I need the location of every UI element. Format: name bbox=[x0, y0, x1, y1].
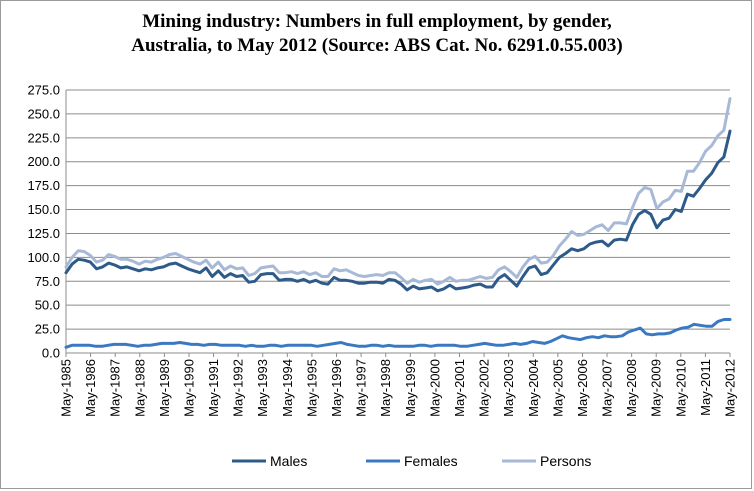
chart-title: Mining industry: Numbers in full employm… bbox=[0, 10, 754, 58]
x-tick-label: May-1987 bbox=[108, 359, 123, 417]
y-tick-label: 25.0 bbox=[35, 322, 60, 337]
y-axis-ticks: 0.0 25.0 50.0 75.0 100.0 125.0 150.0 175.0 200.0… bbox=[27, 83, 60, 361]
x-tick-label: May-1997 bbox=[354, 359, 369, 417]
y-tick-label: 175.0 bbox=[27, 178, 60, 193]
chart-title-line-2: Australia, to May 2012 (Source: ABS Cat.… bbox=[131, 35, 623, 56]
y-tick-label: 250.0 bbox=[27, 106, 60, 121]
legend-label-persons: Persons bbox=[540, 453, 591, 469]
x-tick-label: May-1996 bbox=[329, 359, 344, 417]
y-tick-label: 150.0 bbox=[27, 202, 60, 217]
series-line-persons bbox=[64, 97, 732, 286]
legend-label-males: Males bbox=[270, 453, 307, 469]
x-tick-label: May-1991 bbox=[206, 359, 221, 417]
x-tick-label: May-1993 bbox=[255, 359, 270, 417]
x-tick-label: May-2002 bbox=[477, 359, 492, 417]
x-tick-label: May-2006 bbox=[575, 359, 590, 417]
series-line-males bbox=[64, 129, 732, 293]
x-tick-label: May-1992 bbox=[231, 359, 246, 417]
x-tick-label: May-1985 bbox=[59, 359, 74, 417]
x-tick-label: May-2004 bbox=[526, 359, 541, 417]
axes bbox=[65, 90, 730, 354]
x-tick-label: May-1994 bbox=[280, 359, 295, 417]
series-line-females bbox=[64, 318, 732, 349]
y-tick-label: 100.0 bbox=[27, 250, 60, 265]
x-tick-label: May-1989 bbox=[157, 359, 172, 417]
x-tick-label: May-2012 bbox=[723, 359, 738, 417]
x-tick-label: May-1995 bbox=[304, 359, 319, 417]
y-tick-label: 0.0 bbox=[42, 346, 60, 361]
x-tick-label: May-2009 bbox=[649, 359, 664, 417]
legend: Males Females Persons bbox=[232, 453, 591, 469]
x-tick-label: May-2005 bbox=[550, 359, 565, 417]
x-axis-ticks: May-1985 May-1986 May-1987 May-1988 May-1989… bbox=[59, 353, 738, 417]
x-tick-label: May-2008 bbox=[624, 359, 639, 417]
legend-label-females: Females bbox=[404, 453, 458, 469]
y-tick-label: 125.0 bbox=[27, 226, 60, 241]
x-tick-label: May-1999 bbox=[403, 359, 418, 417]
x-tick-label: May-2001 bbox=[452, 359, 467, 417]
y-tick-label: 275.0 bbox=[27, 83, 60, 98]
x-tick-label: May-2000 bbox=[427, 359, 442, 417]
x-tick-label: May-2007 bbox=[600, 359, 615, 417]
y-tick-label: 225.0 bbox=[27, 130, 60, 145]
y-tick-label: 50.0 bbox=[35, 298, 60, 313]
chart-title-line-1: Mining industry: Numbers in full employm… bbox=[142, 11, 612, 32]
x-tick-label: May-2003 bbox=[501, 359, 516, 417]
x-tick-label: May-1990 bbox=[181, 359, 196, 417]
x-tick-label: May-1988 bbox=[132, 359, 147, 417]
x-tick-label: May-1998 bbox=[378, 359, 393, 417]
x-tick-label: May-1986 bbox=[83, 359, 98, 417]
y-tick-label: 75.0 bbox=[35, 274, 60, 289]
series-lines bbox=[64, 97, 732, 349]
x-tick-label: May-2010 bbox=[673, 359, 688, 417]
x-tick-label: May-2011 bbox=[698, 359, 713, 416]
y-tick-label: 200.0 bbox=[27, 154, 60, 169]
